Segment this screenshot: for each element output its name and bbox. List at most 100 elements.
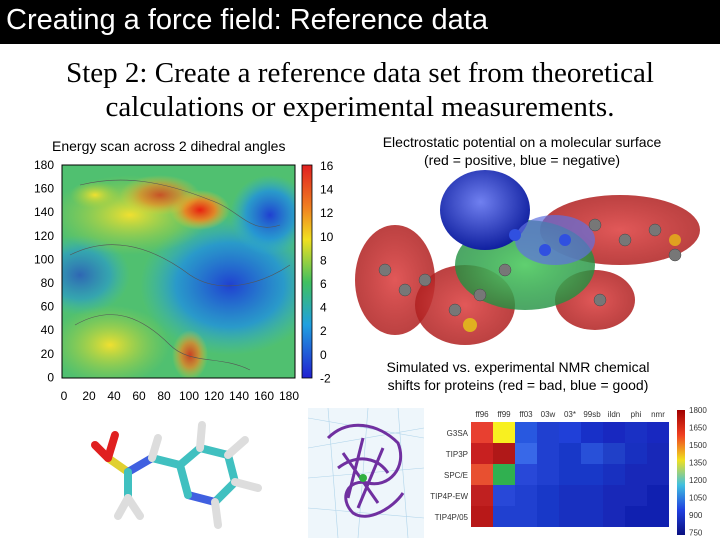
subtitle-line-2: calculations or experimental measurement…	[105, 91, 615, 123]
nmr-cell	[625, 443, 647, 464]
nmr-cell	[603, 464, 625, 485]
heatmap-y-tick: 80	[41, 276, 55, 290]
colorbar-tick: 2	[320, 324, 327, 338]
heatmap-y-tick: 100	[34, 252, 54, 266]
slide-title: Creating a force field: Reference data	[6, 4, 488, 36]
nmr-column-label: 99sb	[583, 410, 601, 419]
colorbar-tick: 10	[320, 230, 334, 244]
heatmap-x-tick: 120	[204, 389, 224, 403]
heatmap-x-tick: 140	[229, 389, 249, 403]
heatmap-y-tick: 140	[34, 205, 54, 219]
heatmap-y-tick: 120	[34, 229, 54, 243]
colorbar-tick: -2	[320, 371, 331, 385]
nmr-cell	[537, 485, 559, 506]
esp-caption-line-1: Electrostatic potential on a molecular s…	[382, 134, 662, 150]
nmr-cell	[647, 506, 669, 527]
nmr-cell	[471, 464, 493, 485]
molecule-stick-model	[91, 421, 262, 529]
heatmap-x-tick: 20	[82, 389, 96, 403]
nmr-cell	[559, 443, 581, 464]
nmr-cell	[581, 422, 603, 443]
nmr-column-label: phi	[631, 410, 642, 419]
molecule-atoms	[378, 218, 682, 317]
nmr-row-label: TIP4P/05	[435, 513, 469, 522]
nmr-cell	[559, 464, 581, 485]
nmr-scale-tick: 900	[689, 511, 703, 520]
colorbar-tick: 14	[320, 183, 334, 197]
nmr-cell	[559, 506, 581, 527]
nmr-cell	[471, 485, 493, 506]
nmr-cell	[625, 464, 647, 485]
esp-caption: Electrostatic potential on a molecular s…	[352, 133, 692, 169]
heatmap-y-tick: 0	[47, 370, 54, 384]
nmr-scale-tick: 1200	[689, 476, 707, 485]
colorbar-tick: 8	[320, 253, 327, 267]
slide-subtitle: Step 2: Create a reference data set from…	[0, 56, 720, 124]
heatmap-x-tick: 80	[157, 389, 171, 403]
nmr-row-label: G3SA	[447, 429, 469, 438]
nmr-cell	[559, 485, 581, 506]
nmr-cell	[625, 485, 647, 506]
nmr-cell	[559, 422, 581, 443]
nmr-cell	[515, 443, 537, 464]
nmr-cell	[625, 422, 647, 443]
nmr-caption-line-1: Simulated vs. experimental NMR chemical	[386, 359, 650, 375]
nmr-row-label: SPC/E	[444, 471, 468, 480]
nmr-cell	[581, 485, 603, 506]
esp-molecule-image	[355, 170, 700, 345]
nmr-cell	[537, 464, 559, 485]
nmr-cell	[647, 464, 669, 485]
title-bar: Creating a force field: Reference data	[0, 0, 720, 44]
nmr-cell	[493, 485, 515, 506]
nmr-column-label: ildn	[608, 410, 620, 419]
nmr-column-label: ff96	[475, 410, 489, 419]
heatmap-x-tick: 160	[254, 389, 274, 403]
nmr-scale-tick: 1500	[689, 441, 707, 450]
nmr-cell	[493, 506, 515, 527]
nmr-scale-tick: 750	[689, 529, 703, 538]
nmr-cell	[471, 422, 493, 443]
nmr-cell	[581, 443, 603, 464]
nmr-cell	[537, 422, 559, 443]
nmr-cell	[647, 443, 669, 464]
nmr-cell	[537, 443, 559, 464]
esp-caption-line-2: (red = positive, blue = negative)	[423, 152, 621, 168]
nmr-column-label: ff99	[497, 410, 511, 419]
nmr-column-label: nmr	[651, 410, 665, 419]
colorbar	[301, 164, 313, 379]
nmr-cell	[581, 506, 603, 527]
nmr-column-label: ff03	[519, 410, 533, 419]
nmr-cell	[647, 485, 669, 506]
heatmap-x-tick: 100	[179, 389, 199, 403]
heatmap-y-tick: 160	[34, 182, 54, 196]
colorbar-tick: 16	[320, 159, 334, 173]
heatmap-title: Energy scan across 2 dihedral angles	[52, 138, 286, 154]
subtitle-line-1: Step 2: Create a reference data set from…	[66, 57, 654, 89]
nmr-row-label: TIP4P-EW	[430, 492, 468, 501]
nmr-cell	[603, 485, 625, 506]
nmr-caption-line-2: shifts for proteins (red = bad, blue = g…	[387, 377, 649, 393]
nmr-cell	[493, 464, 515, 485]
nmr-cell	[515, 485, 537, 506]
heatmap-x-tick: 180	[279, 389, 299, 403]
heatmap-y-tick: 20	[41, 347, 55, 361]
nmr-cell	[493, 422, 515, 443]
heatmap-x-tick: 40	[107, 389, 121, 403]
heatmap-x-tick: 0	[61, 389, 68, 403]
nmr-caption: Simulated vs. experimental NMR chemical …	[358, 358, 678, 394]
nmr-scale-tick: 1050	[689, 494, 707, 503]
nmr-cell	[471, 506, 493, 527]
nmr-cell	[515, 422, 537, 443]
nmr-cell	[515, 506, 537, 527]
colorbar-tick: 4	[320, 301, 327, 315]
nmr-cell	[603, 443, 625, 464]
nmr-cell	[625, 506, 647, 527]
nmr-cell	[537, 506, 559, 527]
protein-structure-image	[308, 408, 424, 538]
heatmap-x-tick: 60	[132, 389, 146, 403]
colorbar-tick: 0	[320, 348, 327, 362]
nmr-cell	[493, 443, 515, 464]
nmr-scale-tick: 1650	[689, 424, 707, 433]
nmr-column-label: 03w	[541, 410, 556, 419]
